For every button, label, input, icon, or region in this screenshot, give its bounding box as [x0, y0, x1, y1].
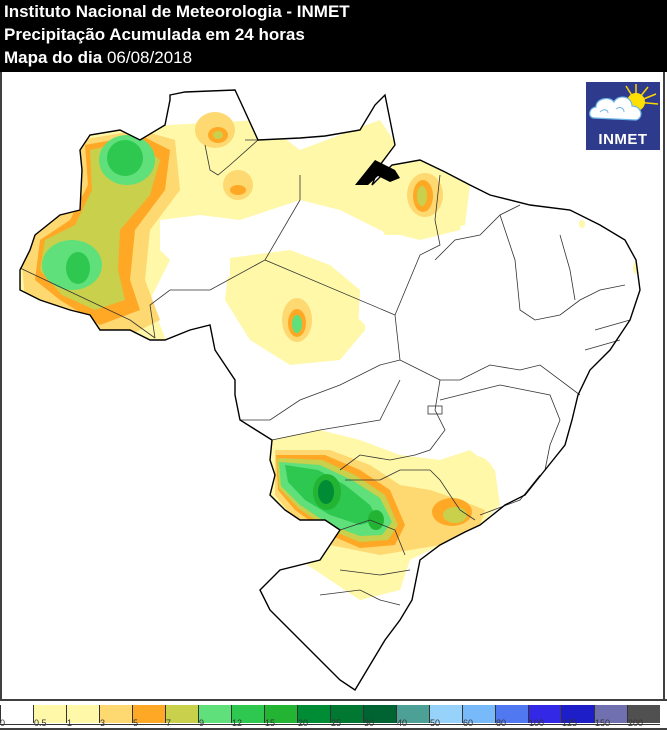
precipitation-map	[19, 89, 641, 691]
legend-swatch	[0, 705, 33, 723]
legend-swatch	[231, 705, 264, 723]
legend-tick-label: 3	[100, 718, 106, 728]
legend-bottom-line	[0, 728, 667, 730]
legend-swatch	[396, 705, 429, 723]
legend-tick-label: 60	[463, 718, 474, 728]
map-date-label: Mapa do dia	[4, 48, 103, 67]
legend-tick-label: 7	[166, 718, 172, 728]
legend-tick-label: 1	[67, 718, 73, 728]
map-date: 06/08/2018	[106, 48, 193, 67]
legend-tick-label: 200	[628, 718, 644, 728]
legend-swatch	[528, 705, 561, 723]
legend-tick-label: 0.5	[34, 718, 47, 728]
legend-tick-labels: 0 0.5 1 3 5 7 9 12 15 20 25 30 40 50 60 80 100 125 150 200	[0, 718, 667, 730]
legend-tick-label: 40	[397, 718, 408, 728]
legend-tick-label: 30	[364, 718, 375, 728]
precipitation-legend	[0, 699, 667, 730]
institute-title: Instituto Nacional de Meteorologia - INM…	[4, 2, 350, 21]
legend-tick-label: 125	[562, 718, 578, 728]
legend-swatch	[264, 705, 297, 723]
legend-swatch	[297, 705, 330, 723]
legend-tick-label: 150	[595, 718, 611, 728]
cloud-sun-icon	[589, 84, 659, 121]
legend-tick-label: 9	[199, 718, 205, 728]
map-header: Instituto Nacional de Meteorologia - INM…	[0, 0, 667, 72]
legend-tick-label: 50	[430, 718, 441, 728]
legend-swatch	[363, 705, 396, 723]
legend-swatch	[132, 705, 165, 723]
logo-text: INMET	[598, 131, 648, 148]
legend-tick-label: 80	[496, 718, 507, 728]
legend-color-bar	[0, 705, 660, 725]
legend-swatch	[99, 705, 132, 723]
legend-tick-label: 5	[133, 718, 139, 728]
map-date-line: Mapa do dia 06/08/2018	[4, 48, 192, 68]
legend-swatch	[330, 705, 363, 723]
legend-tick-label: 12	[232, 718, 243, 728]
legend-swatch	[561, 705, 594, 723]
legend-swatch	[198, 705, 231, 723]
legend-swatch	[33, 705, 66, 723]
legend-tick-label: 100	[529, 718, 545, 728]
legend-swatch	[66, 705, 99, 723]
legend-tick-label: 25	[331, 718, 342, 728]
legend-swatch	[462, 705, 495, 723]
inmet-logo: INMET	[586, 82, 660, 150]
legend-swatch	[594, 705, 627, 723]
legend-divider	[0, 699, 667, 701]
legend-swatch	[429, 705, 462, 723]
legend-swatch	[627, 705, 660, 723]
legend-tick-label: 20	[298, 718, 309, 728]
legend-tick-label: 0	[0, 718, 6, 728]
product-title: Precipitação Acumulada em 24 horas	[4, 25, 305, 44]
legend-swatch	[165, 705, 198, 723]
legend-tick-label: 15	[265, 718, 276, 728]
legend-swatch	[495, 705, 528, 723]
map-frame	[0, 72, 665, 699]
